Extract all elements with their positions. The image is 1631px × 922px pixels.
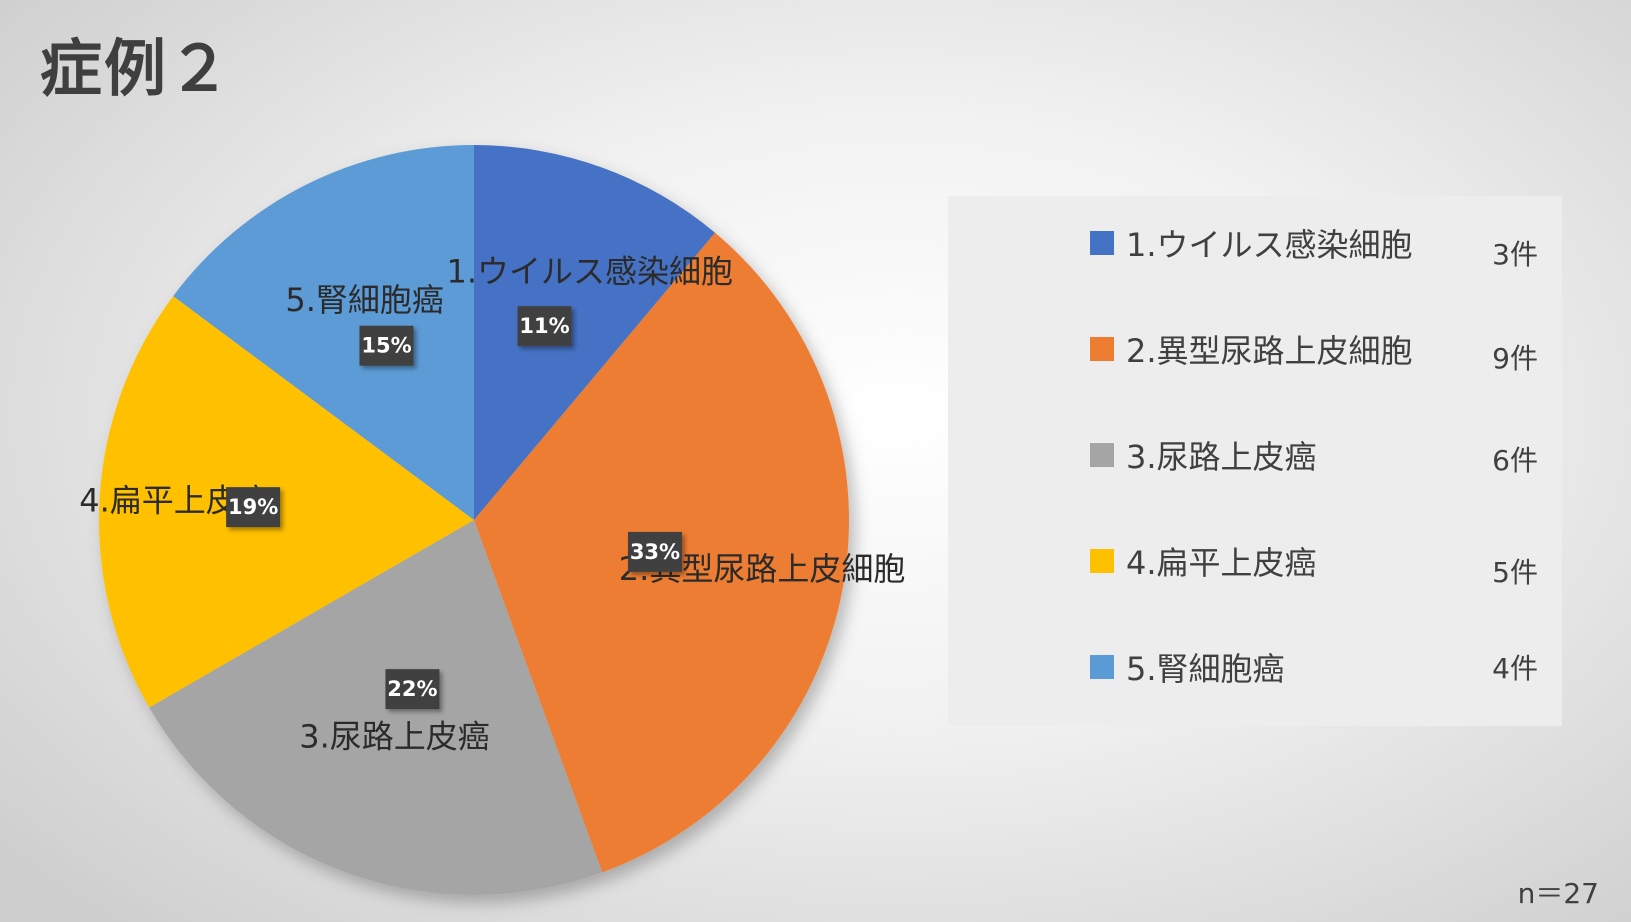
legend-count: 3件	[1492, 238, 1538, 271]
percent-label-box	[627, 531, 682, 572]
percent-label-text: 11%	[519, 314, 569, 338]
legend-label: 2.異型尿路上皮細胞	[1126, 332, 1413, 370]
sample-size-note: n＝27	[1517, 877, 1599, 910]
legend: 1.ウイルス感染細胞 3件 2.異型尿路上皮細胞 9件 3.尿路上皮癌 6件 4…	[948, 196, 1562, 726]
legend-swatch	[1090, 337, 1114, 361]
slice-percent-label: 33%	[627, 531, 682, 572]
percent-label-box	[359, 325, 414, 366]
slice-percent-label: 22%	[385, 669, 440, 710]
slice-percent-label: 15%	[359, 325, 414, 366]
slice-percent-label: 19%	[226, 487, 281, 528]
slice-name-label: 1.ウイルス感染細胞	[447, 252, 734, 290]
slide-title: 症例２	[40, 32, 233, 105]
legend-swatch	[1090, 655, 1114, 679]
legend-label: 4.扁平上皮癌	[1126, 544, 1317, 582]
percent-label-text: 22%	[387, 677, 437, 701]
legend-item-atypical: 2.異型尿路上皮細胞 9件	[1090, 329, 1538, 375]
legend-item-urothelial: 3.尿路上皮癌 6件	[1090, 435, 1538, 477]
legend-count: 6件	[1492, 444, 1538, 477]
slice-name-label: 5.腎細胞癌	[285, 281, 444, 319]
pie-slice-squamous	[98, 296, 474, 708]
legend-label: 1.ウイルス感染細胞	[1126, 226, 1413, 264]
legend-item-renal: 5.腎細胞癌 4件	[1090, 647, 1538, 688]
legend-label: 3.尿路上皮癌	[1126, 438, 1317, 476]
pie-slice-viral	[474, 145, 716, 520]
legend-item-viral: 1.ウイルス感染細胞 3件	[1090, 223, 1538, 271]
legend-swatch	[1090, 231, 1114, 255]
legend-count: 4件	[1492, 652, 1538, 685]
legend-count: 5件	[1492, 556, 1538, 589]
legend-label: 5.腎細胞癌	[1126, 650, 1285, 688]
percent-label-box	[226, 487, 281, 528]
percent-label-box	[517, 306, 572, 347]
percent-label-text: 33%	[630, 540, 680, 564]
percent-label-text: 15%	[361, 334, 411, 358]
legend-item-squamous: 4.扁平上皮癌 5件	[1090, 541, 1538, 589]
pie-slice-renal	[173, 145, 474, 520]
percent-label-text: 19%	[228, 495, 278, 519]
legend-swatch	[1090, 549, 1114, 573]
slice-name-label: 3.尿路上皮癌	[299, 717, 490, 755]
pie-slice-urothelial	[149, 520, 603, 895]
slice-percent-label: 11%	[517, 306, 572, 347]
legend-count: 9件	[1492, 342, 1538, 375]
percent-label-box	[385, 669, 440, 710]
legend-swatch	[1090, 443, 1114, 467]
